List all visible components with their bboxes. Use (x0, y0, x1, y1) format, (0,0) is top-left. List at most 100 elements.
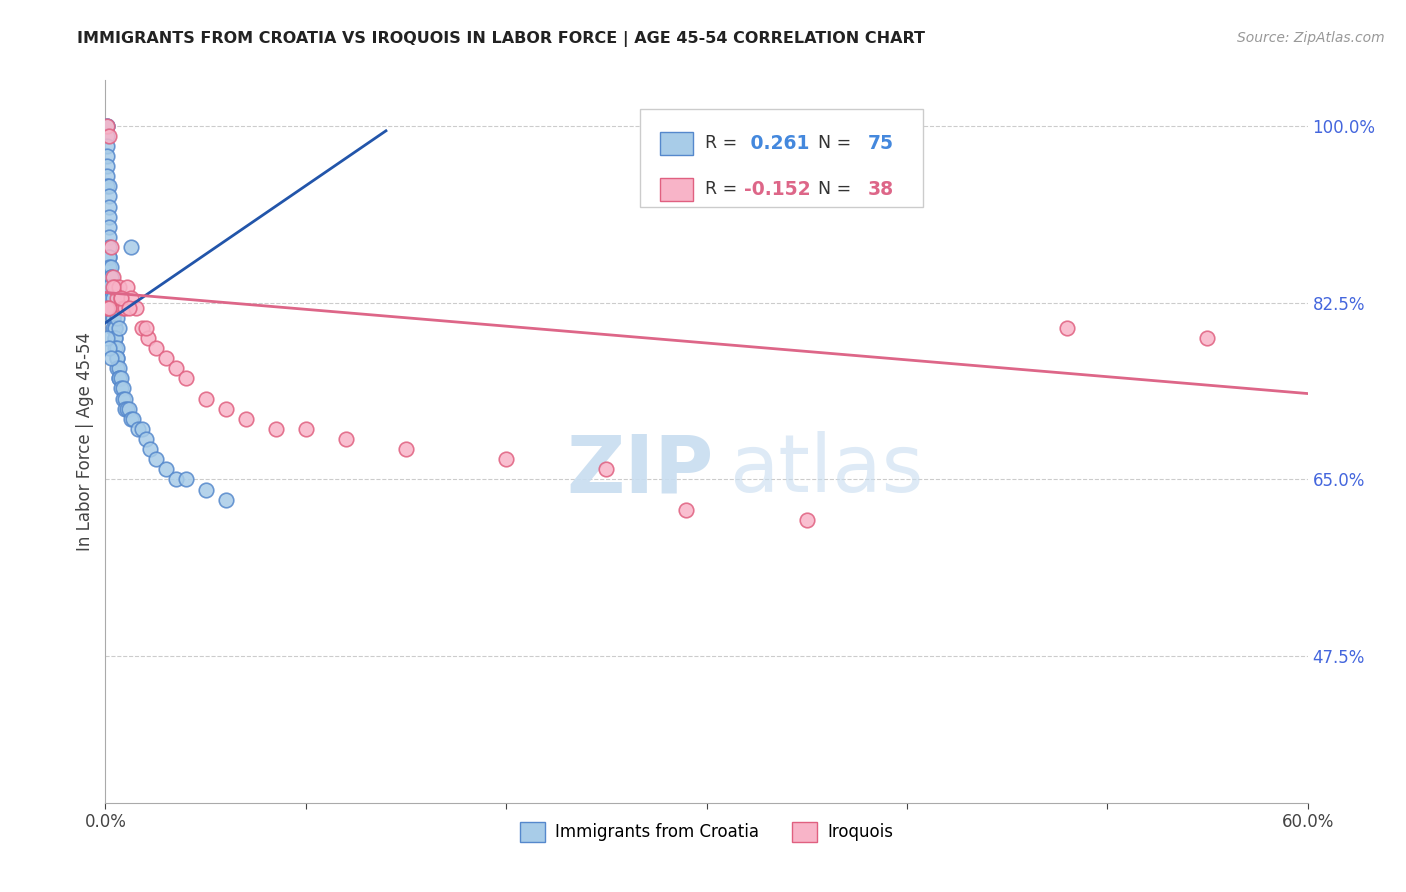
Point (174, 472, 197, 486)
Point (100, 260, 122, 275)
Text: N =: N = (807, 180, 858, 198)
Point (104, 341, 127, 355)
Point (131, 321, 153, 335)
Point (595, 462, 617, 476)
Point (135, 432, 157, 446)
Point (155, 462, 177, 476)
Point (98, 301, 121, 315)
Point (96, 331, 118, 345)
Point (264, 422, 287, 436)
Point (103, 310, 125, 325)
Text: atlas: atlas (730, 432, 924, 509)
Point (110, 371, 132, 385)
Point (96, 179, 118, 194)
Point (98, 341, 121, 355)
Point (100, 240, 122, 254)
Point (100, 291, 122, 305)
Point (98, 260, 121, 275)
Point (122, 412, 145, 426)
Point (103, 291, 125, 305)
Point (104, 301, 127, 315)
Point (98, 240, 121, 254)
Point (103, 270, 125, 285)
Point (108, 371, 131, 385)
Point (98, 250, 121, 264)
Point (98, 200, 121, 214)
FancyBboxPatch shape (659, 132, 693, 155)
Text: ZIP: ZIP (567, 432, 714, 509)
Point (114, 392, 136, 406)
Text: 38: 38 (868, 179, 894, 199)
Point (796, 513, 818, 527)
Text: R =: R = (706, 180, 742, 198)
Point (107, 310, 129, 325)
Point (114, 401, 136, 416)
Point (98, 189, 121, 203)
Point (103, 310, 125, 325)
Point (395, 442, 418, 456)
Point (100, 291, 122, 305)
Point (138, 442, 160, 456)
Point (108, 361, 131, 376)
Point (100, 270, 122, 285)
Point (136, 331, 159, 345)
Point (165, 472, 187, 486)
Point (98, 250, 121, 264)
Point (110, 291, 132, 305)
Point (96, 139, 118, 153)
Point (103, 321, 125, 335)
Text: 0.261: 0.261 (744, 134, 810, 153)
Point (104, 280, 127, 294)
Point (98, 179, 121, 194)
Point (108, 280, 131, 294)
Point (110, 291, 132, 305)
Point (117, 401, 139, 416)
Point (114, 301, 136, 315)
Point (118, 301, 141, 315)
Point (145, 452, 167, 467)
Point (100, 280, 122, 294)
Text: N =: N = (807, 135, 858, 153)
Point (174, 371, 197, 385)
Point (96, 159, 118, 173)
Text: 75: 75 (868, 134, 894, 153)
Point (124, 301, 146, 315)
Point (107, 361, 129, 376)
Point (96, 119, 118, 133)
Point (214, 492, 236, 507)
Point (335, 432, 357, 446)
Point (104, 331, 127, 345)
Point (112, 301, 135, 315)
Text: R =: R = (706, 135, 742, 153)
Point (675, 502, 697, 516)
Point (103, 280, 125, 294)
Point (98, 230, 121, 244)
Point (118, 401, 141, 416)
Point (135, 321, 157, 335)
Point (214, 401, 236, 416)
Point (103, 301, 125, 315)
Point (98, 280, 121, 294)
Text: IMMIGRANTS FROM CROATIA VS IROQUOIS IN LABOR FORCE | AGE 45-54 CORRELATION CHART: IMMIGRANTS FROM CROATIA VS IROQUOIS IN L… (77, 31, 925, 47)
Point (98, 128, 121, 143)
Point (108, 371, 131, 385)
Point (145, 341, 167, 355)
Point (110, 382, 132, 396)
Point (121, 291, 143, 305)
Point (194, 392, 217, 406)
Legend: Immigrants from Croatia, Iroquois: Immigrants from Croatia, Iroquois (513, 815, 900, 848)
Point (194, 483, 217, 497)
Y-axis label: In Labor Force | Age 45-54: In Labor Force | Age 45-54 (76, 332, 94, 551)
Point (103, 291, 125, 305)
FancyBboxPatch shape (640, 109, 922, 207)
Point (107, 351, 129, 366)
Point (96, 119, 118, 133)
Point (104, 321, 127, 335)
Point (96, 301, 118, 315)
Point (112, 382, 135, 396)
Point (108, 321, 131, 335)
Point (107, 291, 129, 305)
Point (121, 240, 143, 254)
Point (96, 149, 118, 163)
Point (103, 301, 125, 315)
